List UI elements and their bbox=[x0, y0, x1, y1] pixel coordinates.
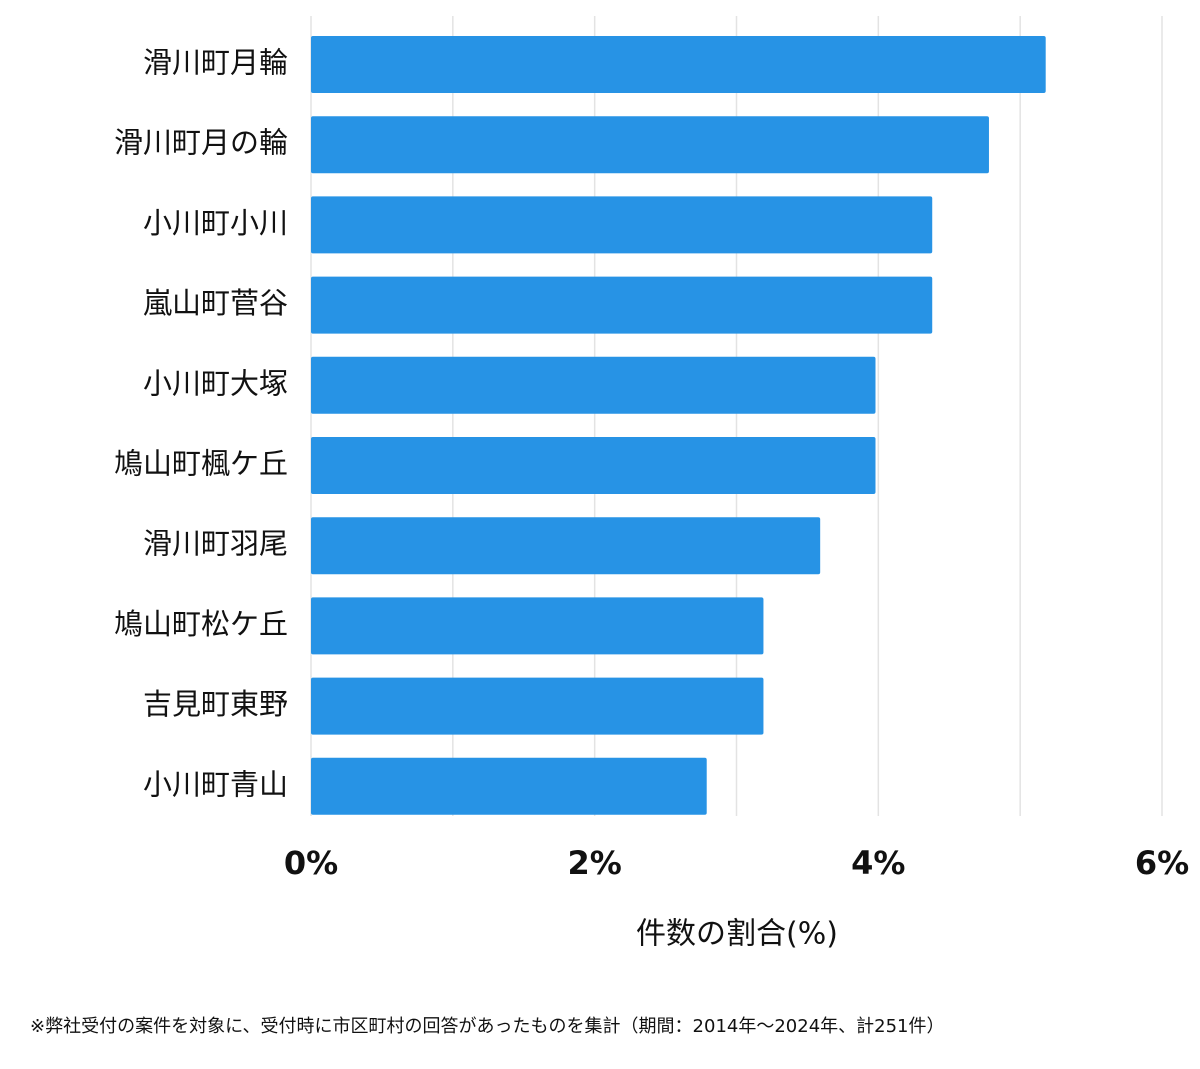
footnote: ※弊社受付の案件を対象に、受付時に市区町村の回答があったものを集計（期間：201… bbox=[30, 1016, 945, 1037]
y-tick-label: 滑川町羽尾 bbox=[143, 527, 288, 561]
y-tick-label: 小川町青山 bbox=[143, 767, 288, 801]
y-tick-label: 小川町小川 bbox=[143, 206, 288, 240]
y-tick-label: 滑川町月輪 bbox=[143, 46, 288, 80]
x-axis-title: 件数の割合(%) bbox=[636, 917, 838, 952]
x-tick-label: 4% bbox=[851, 844, 905, 882]
x-tick-label: 6% bbox=[1135, 844, 1189, 882]
bar bbox=[311, 276, 933, 334]
x-tick-label: 2% bbox=[568, 844, 622, 882]
y-tick-label: 吉見町東野 bbox=[143, 687, 288, 721]
y-tick-label: 滑川町月の輪 bbox=[114, 126, 288, 160]
bar bbox=[311, 356, 876, 414]
bar bbox=[311, 116, 989, 174]
y-tick-label: 小川町大塚 bbox=[143, 366, 288, 400]
y-tick-label: 鳩山町松ケ丘 bbox=[114, 607, 288, 641]
bar bbox=[311, 196, 933, 254]
bar bbox=[311, 597, 764, 655]
bar bbox=[311, 36, 1046, 93]
bar bbox=[311, 757, 707, 815]
y-tick-label: 嵐山町菅谷 bbox=[143, 286, 288, 320]
bar bbox=[311, 517, 821, 575]
bar bbox=[311, 437, 876, 494]
y-tick-label: 鳩山町楓ケ丘 bbox=[114, 447, 288, 481]
x-tick-label: 0% bbox=[284, 844, 338, 882]
bar bbox=[311, 677, 764, 735]
